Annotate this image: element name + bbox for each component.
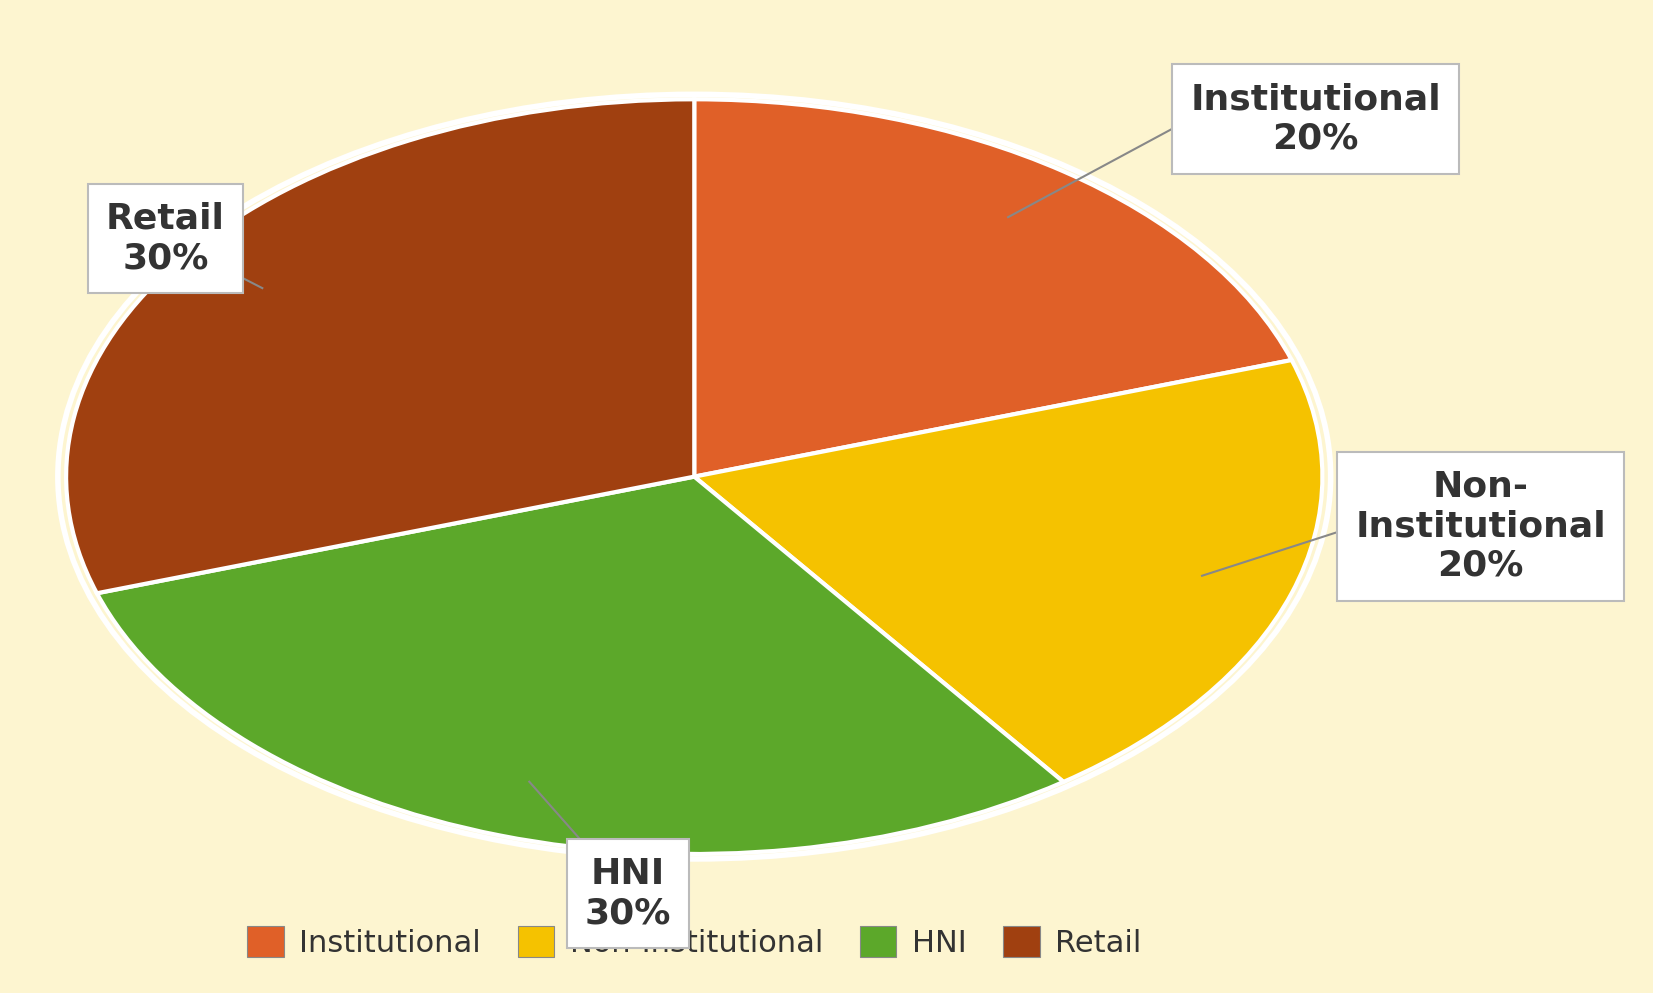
Wedge shape: [694, 99, 1291, 477]
Wedge shape: [66, 99, 694, 593]
Text: Non-
Institutional
20%: Non- Institutional 20%: [1355, 470, 1607, 583]
Text: Retail
30%: Retail 30%: [106, 202, 225, 275]
Text: Institutional
20%: Institutional 20%: [1190, 82, 1441, 156]
Wedge shape: [98, 477, 1063, 854]
Wedge shape: [694, 360, 1322, 781]
Legend: Institutional, Non-Institutional, HNI, Retail: Institutional, Non-Institutional, HNI, R…: [248, 925, 1141, 958]
Text: HNI
30%: HNI 30%: [585, 857, 671, 930]
